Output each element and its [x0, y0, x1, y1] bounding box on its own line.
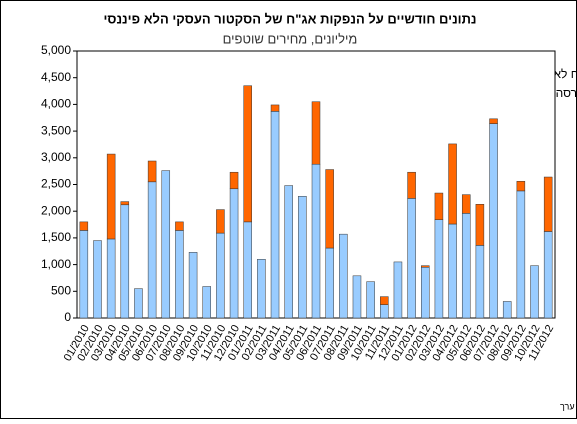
bar-segment — [270, 111, 280, 319]
bar-segment — [216, 232, 225, 319]
bar-segment — [120, 204, 130, 319]
bar-segment — [448, 143, 457, 225]
bar-segment — [284, 185, 293, 319]
bar-segment — [407, 171, 416, 199]
chart-title: נתונים חודשיים על הנפקות אג"ח של הסקטור … — [103, 11, 476, 26]
y-tick-label: 4,500 — [41, 70, 71, 84]
bar-segment — [461, 194, 471, 214]
bar-segment — [147, 160, 157, 183]
y-tick-label: 3,500 — [41, 123, 71, 137]
bar-segment — [461, 213, 471, 319]
bar-segment — [257, 259, 266, 319]
bar-segment — [270, 104, 280, 112]
bar-segment — [366, 281, 375, 319]
bar-segment — [434, 192, 444, 220]
bar-segment — [79, 230, 89, 319]
source-note: מקור: נתוני אג"ח סחיר - הבורסה לניירות ע… — [560, 401, 577, 411]
bar-segment — [93, 240, 102, 319]
bar-segment — [106, 238, 116, 319]
bar-segment — [216, 209, 225, 234]
bar-segment — [229, 171, 239, 190]
bar-segment — [502, 301, 512, 319]
bar-segment — [475, 245, 485, 319]
bar-segment — [393, 261, 403, 319]
bar-segment — [380, 304, 389, 319]
bar-segment — [106, 153, 116, 240]
bar-segment — [530, 265, 539, 319]
bar-segment — [298, 195, 307, 319]
bar-segment — [421, 265, 430, 268]
bar-segment — [325, 169, 334, 249]
bar-segment — [202, 286, 211, 319]
y-tick-label: 1,000 — [41, 257, 71, 271]
y-tick-label: 1,500 — [41, 230, 71, 244]
bar-segment — [434, 219, 444, 319]
bar-segment — [352, 275, 362, 319]
bar-segment — [489, 123, 498, 319]
bar-segment — [161, 170, 171, 319]
bar-segment — [448, 223, 457, 319]
bar-segment — [543, 176, 553, 232]
bar-segment — [516, 190, 526, 319]
y-tick-label: 5,000 — [41, 43, 71, 57]
y-tick-label: 0 — [64, 310, 71, 324]
bar-segment — [311, 101, 321, 165]
bar-segment — [311, 163, 321, 319]
bar-segment — [229, 188, 239, 319]
bar-segment — [120, 201, 130, 206]
bar-segment — [407, 198, 416, 319]
bar-segment — [325, 247, 334, 319]
y-tick-label: 4,000 — [41, 97, 71, 111]
bar-segment — [339, 233, 348, 319]
bar-segment — [175, 221, 184, 231]
y-tick-label: 3,000 — [41, 150, 71, 164]
bar-segment — [188, 252, 198, 319]
bar-segment — [243, 221, 252, 319]
bar-segment — [421, 267, 430, 319]
bar-segment — [516, 181, 526, 192]
bar-segment — [543, 231, 553, 319]
chart-subtitle: מיליונים, מחירים שוטפים — [223, 31, 358, 46]
y-tick-label: 500 — [51, 283, 71, 297]
bar-segment — [243, 85, 252, 223]
y-tick-label: 2,000 — [41, 203, 71, 217]
bar-segment — [489, 118, 498, 124]
bar-segment — [134, 288, 143, 319]
bar-segment — [79, 221, 89, 231]
y-tick-label: 2,500 — [41, 177, 71, 191]
bar-segment — [380, 296, 389, 305]
bar-segment — [475, 204, 485, 246]
bar-segment — [175, 230, 184, 319]
bar-segment — [147, 181, 157, 319]
